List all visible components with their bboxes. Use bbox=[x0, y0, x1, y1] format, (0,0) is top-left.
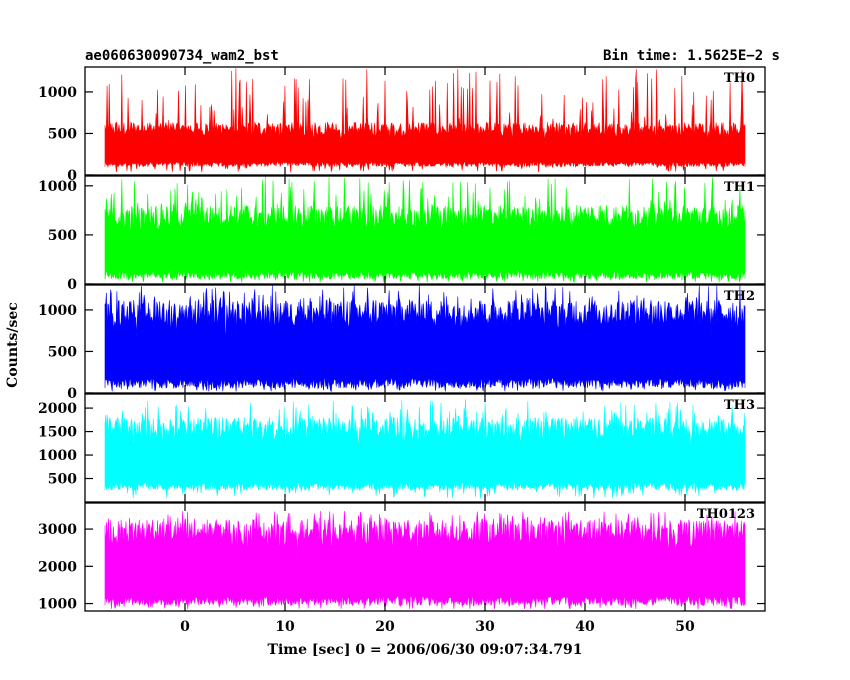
panel-name-label: TH1 bbox=[724, 180, 755, 195]
y-tick-label: 1000 bbox=[38, 597, 77, 613]
x-tick-label: 40 bbox=[575, 619, 595, 635]
y-tick-label: 1000 bbox=[38, 85, 77, 101]
x-tick-label: 0 bbox=[180, 619, 190, 635]
panel-th1: TH1 0 500 1000 bbox=[38, 175, 766, 293]
y-tick-label: 1000 bbox=[38, 179, 77, 195]
panel-th0123: TH0123 1000 2000 3000 0 10 20 30 40 50 bbox=[38, 502, 766, 635]
panel-frame bbox=[84, 66, 766, 176]
panel-name-label: TH3 bbox=[724, 398, 755, 413]
panel-name-label: TH0123 bbox=[697, 507, 755, 522]
panel-name-label: TH2 bbox=[724, 289, 755, 304]
series-th0123 bbox=[104, 510, 746, 610]
series-th0 bbox=[104, 68, 746, 173]
y-tick-label: 1000 bbox=[38, 448, 77, 464]
series-th1 bbox=[104, 176, 746, 283]
x-axis-label: Time [sec] 0 = 2006/06/30 09:07:34.791 bbox=[268, 642, 583, 658]
y-tick-label: 500 bbox=[48, 472, 77, 488]
series-th3 bbox=[104, 399, 746, 499]
y-tick-label: 0 bbox=[67, 386, 77, 402]
panel-th2: TH2 0 500 1000 bbox=[38, 284, 766, 402]
panel-frame bbox=[84, 175, 766, 285]
panel-frame bbox=[84, 502, 766, 612]
y-tick-label: 1000 bbox=[38, 303, 77, 319]
series-th2 bbox=[104, 285, 746, 393]
y-tick-label: 0 bbox=[67, 277, 77, 293]
panel-frame bbox=[84, 284, 766, 394]
x-tick-label: 10 bbox=[275, 619, 295, 635]
x-tick-label: 30 bbox=[475, 619, 495, 635]
y-axis-label: Counts/sec bbox=[5, 302, 21, 388]
chart-title: ae060630090734_wam2_bst bbox=[85, 48, 279, 64]
panel-name-label: TH0 bbox=[724, 71, 755, 86]
panels: TH005001000TH105001000TH205001000TH35001… bbox=[38, 66, 766, 635]
y-tick-label: 500 bbox=[48, 126, 77, 142]
panel-frame bbox=[84, 393, 766, 503]
y-tick-label: 1500 bbox=[38, 425, 77, 441]
bin-time-label: Bin time: 1.5625E−2 s bbox=[603, 48, 780, 64]
y-tick-label: 2000 bbox=[38, 559, 77, 575]
y-tick-label: 0 bbox=[67, 168, 77, 184]
x-tick-label: 50 bbox=[675, 619, 695, 635]
y-tick-label: 2000 bbox=[38, 401, 77, 417]
y-tick-label: 500 bbox=[48, 228, 77, 244]
y-tick-label: 500 bbox=[48, 344, 77, 360]
x-tick-label: 20 bbox=[375, 619, 395, 635]
panel-th3: TH3 500 1000 1500 2000 bbox=[38, 393, 766, 503]
y-tick-label: 3000 bbox=[38, 522, 77, 538]
panel-th0: TH0 0 500 1000 bbox=[38, 66, 766, 184]
